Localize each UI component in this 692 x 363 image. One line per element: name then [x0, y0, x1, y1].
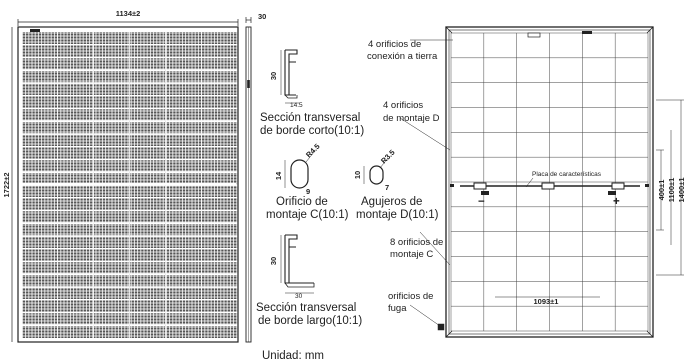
hole-c-detail: 14 R4.5 9 Orificio de montaje C(10:1) — [266, 142, 349, 221]
junction-box-right — [611, 182, 625, 190]
d-holes-label-1: 4 orificios — [383, 100, 423, 111]
hole-d-detail: 10 R3.5 7 Agujeros de montaje D(10:1) — [353, 148, 439, 221]
hole-d-caption-2: montaje D(10:1) — [356, 209, 439, 221]
hole-d-shape — [369, 165, 384, 185]
front-width-dimension: 1134±2 — [17, 9, 239, 26]
back-glass-grid — [450, 32, 649, 332]
d-holes-label-2: de montaje D — [383, 113, 440, 124]
hole-d-height: 10 — [353, 171, 362, 179]
front-height-dimension: 1722±2 — [2, 27, 13, 342]
dim-400: 400±1 — [657, 180, 666, 201]
dim-1093: 1093±1 — [534, 297, 559, 306]
long-section-width: 30 — [295, 293, 303, 300]
unit-label: Unidad: mm — [262, 350, 324, 362]
back-dimensions — [495, 99, 684, 298]
hole-c-height: 14 — [274, 171, 283, 180]
ground-holes-label-1: 4 orificios de — [368, 39, 421, 50]
plus-terminal: + — [613, 196, 620, 208]
short-section-caption-1: Sección transversal — [260, 112, 360, 124]
long-section-height: 30 — [269, 257, 278, 265]
drain-holes-label-2: fuga — [388, 303, 407, 314]
junction-box-left — [473, 182, 487, 190]
hole-c-radius: R4.5 — [304, 142, 322, 160]
drain-holes-label-1: orificios de — [388, 291, 433, 302]
front-view — [17, 26, 239, 343]
side-thickness-dim: 30 — [258, 12, 266, 21]
hole-c-width: 9 — [306, 187, 310, 196]
minus-terminal: − — [478, 196, 485, 208]
ground-holes-label-2: conexión a tierra — [367, 51, 438, 62]
back-leaders — [399, 39, 453, 331]
long-section-caption-2: de borde largo(10:1) — [258, 315, 362, 327]
front-top-slot — [30, 29, 40, 32]
short-section-height: 30 — [269, 72, 278, 80]
front-width-dim: 1134±2 — [116, 9, 141, 18]
front-cell-columns — [20, 32, 238, 338]
short-section-caption-2: de borde corto(10:1) — [260, 125, 364, 137]
short-edge-section: 30 14.5 Sección transversal de borde cor… — [260, 49, 364, 137]
short-section-width: 14.5 — [290, 102, 303, 109]
hole-d-radius: R3.5 — [379, 148, 397, 166]
dim-1100: 1100±1 — [667, 178, 676, 203]
hole-c-shape — [290, 159, 309, 189]
long-edge-section: 30 30 Sección transversal de borde largo… — [256, 234, 362, 327]
back-view: − + Placa de características — [445, 26, 654, 338]
hole-c-caption-1: Orificio de — [276, 196, 328, 208]
c-holes-label-1: 8 orificios de — [390, 237, 443, 248]
side-view: 30 — [245, 12, 266, 343]
nameplate-label: Placa de características — [532, 171, 602, 178]
dim-1400: 1400±1 — [677, 178, 686, 203]
hole-d-caption-1: Agujeros de — [361, 196, 422, 208]
c-holes-label-2: montaje C — [390, 249, 433, 260]
hole-d-width: 7 — [385, 183, 389, 192]
long-section-caption-1: Sección transversal — [256, 302, 356, 314]
front-height-dim: 1722±2 — [2, 173, 11, 198]
hole-c-caption-2: montaje C(10:1) — [266, 209, 349, 221]
junction-box-center — [541, 182, 555, 190]
